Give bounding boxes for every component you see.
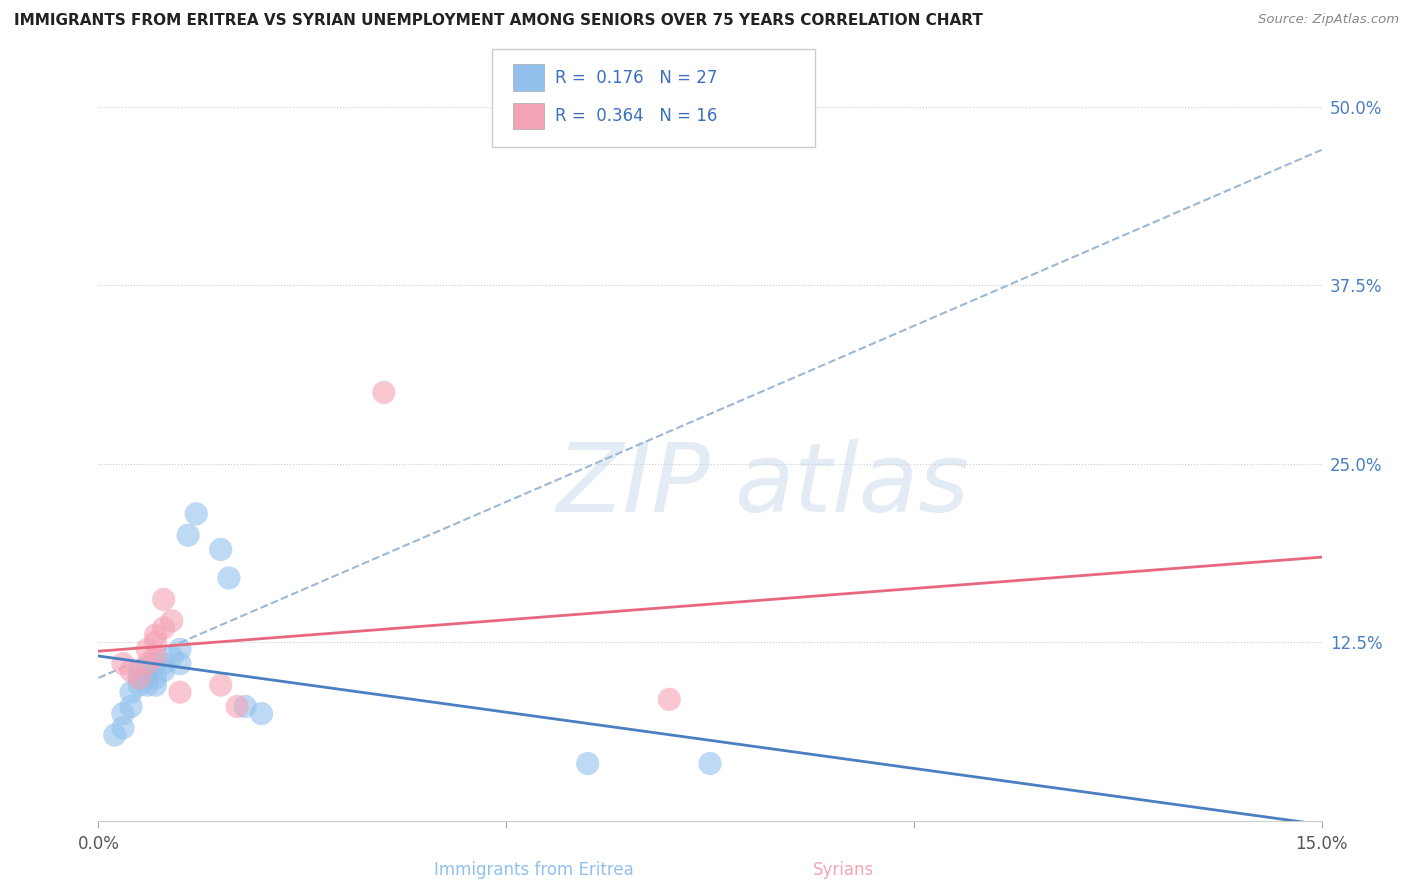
Point xyxy=(128,671,150,685)
Point xyxy=(145,649,167,664)
Point xyxy=(104,728,127,742)
Point xyxy=(209,542,232,557)
Point xyxy=(111,721,134,735)
Point xyxy=(145,671,167,685)
Text: R =  0.176   N = 27: R = 0.176 N = 27 xyxy=(555,69,717,87)
Point xyxy=(120,664,142,678)
Point xyxy=(209,678,232,692)
Point xyxy=(226,699,249,714)
Text: IMMIGRANTS FROM ERITREA VS SYRIAN UNEMPLOYMENT AMONG SENIORS OVER 75 YEARS CORRE: IMMIGRANTS FROM ERITREA VS SYRIAN UNEMPL… xyxy=(14,13,983,29)
Point xyxy=(373,385,395,400)
Point xyxy=(136,657,159,671)
Point xyxy=(250,706,273,721)
Text: Source: ZipAtlas.com: Source: ZipAtlas.com xyxy=(1258,13,1399,27)
Point xyxy=(120,699,142,714)
Point xyxy=(111,657,134,671)
Point xyxy=(128,678,150,692)
Text: Syrians: Syrians xyxy=(813,861,875,879)
Point xyxy=(136,671,159,685)
Point xyxy=(177,528,200,542)
Point xyxy=(136,664,159,678)
Point xyxy=(218,571,240,585)
Point xyxy=(699,756,721,771)
Point xyxy=(186,507,208,521)
Point xyxy=(136,678,159,692)
Point xyxy=(169,685,191,699)
Point xyxy=(233,699,256,714)
Point xyxy=(120,685,142,699)
Point xyxy=(160,614,183,628)
Point xyxy=(145,678,167,692)
Point xyxy=(145,657,167,671)
Text: Immigrants from Eritrea: Immigrants from Eritrea xyxy=(434,861,634,879)
Point xyxy=(152,664,174,678)
Point xyxy=(152,657,174,671)
Point xyxy=(576,756,599,771)
Point xyxy=(128,671,150,685)
Text: R =  0.364   N = 16: R = 0.364 N = 16 xyxy=(555,107,717,125)
Point xyxy=(128,664,150,678)
Point xyxy=(160,649,183,664)
Point xyxy=(136,642,159,657)
Point xyxy=(169,642,191,657)
Text: ZIP: ZIP xyxy=(557,439,710,532)
Point xyxy=(145,628,167,642)
Point xyxy=(145,635,167,649)
Point xyxy=(658,692,681,706)
Text: atlas: atlas xyxy=(734,439,970,532)
Point xyxy=(152,621,174,635)
Point xyxy=(169,657,191,671)
Point xyxy=(111,706,134,721)
Point xyxy=(152,592,174,607)
